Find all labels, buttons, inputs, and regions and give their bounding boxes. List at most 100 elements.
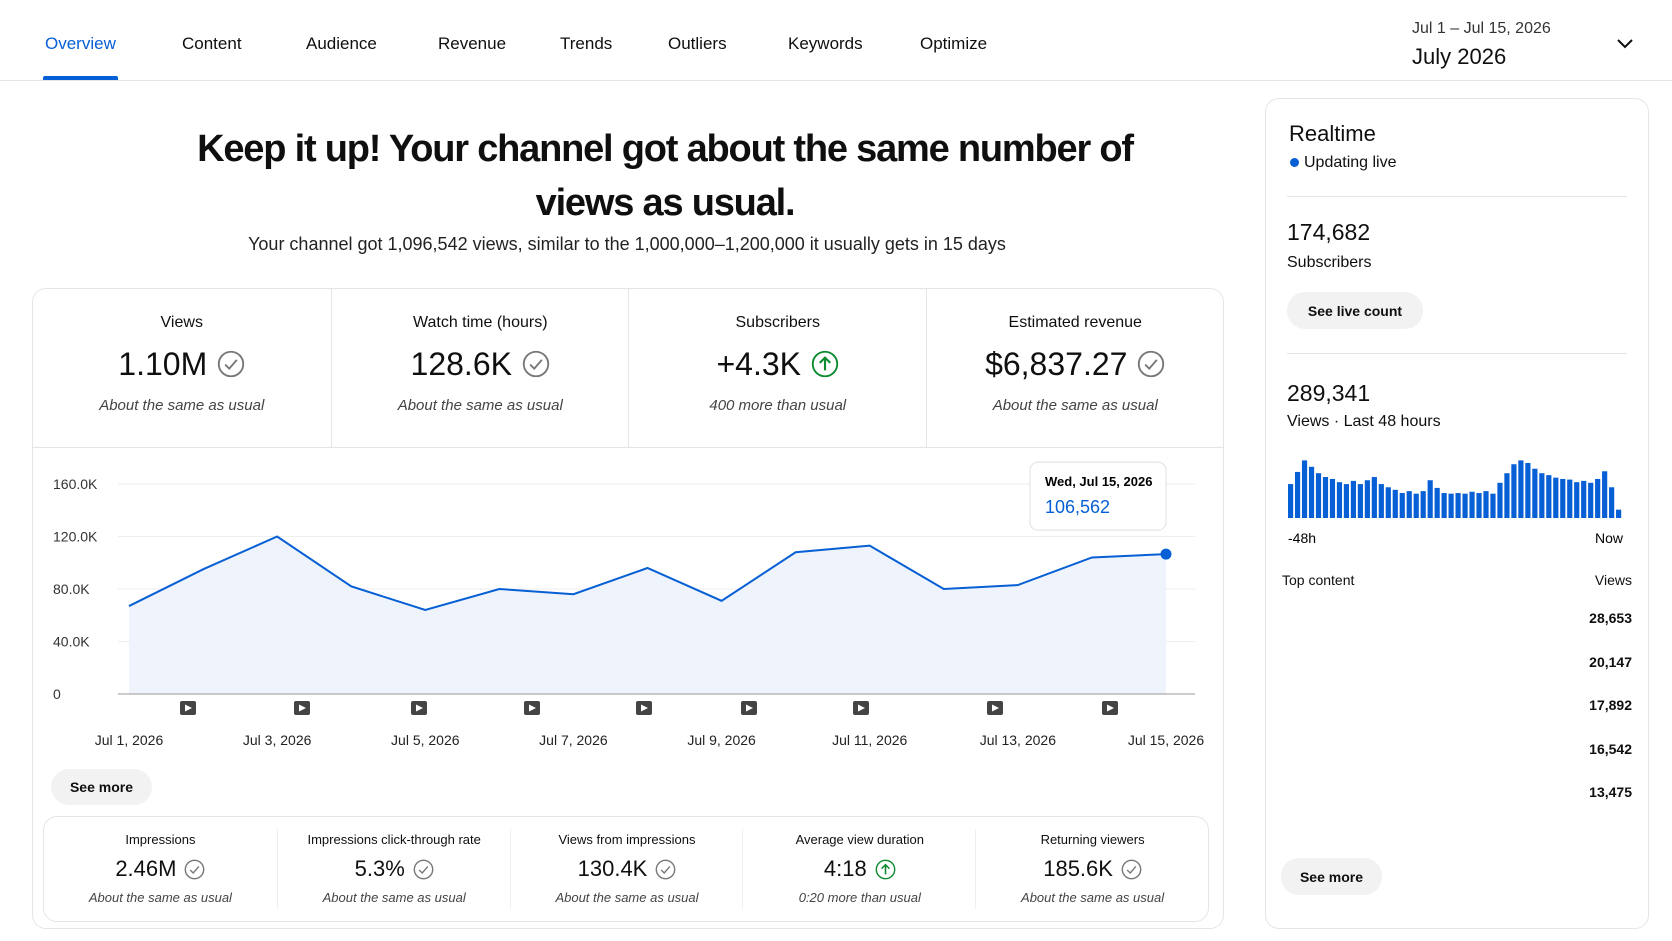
secondary-value-row: 185.6K — [976, 855, 1209, 883]
see-more-button[interactable]: See more — [51, 769, 152, 805]
metric-cell: Watch time (hours) 128.6K About the same a… — [330, 289, 630, 447]
metric-value: 1.10M — [118, 345, 208, 382]
icon-ring — [1121, 859, 1142, 879]
live-dot — [1290, 158, 1299, 167]
tab[interactable]: Overview — [45, 34, 116, 53]
icon-ring — [413, 859, 434, 879]
divider — [1287, 353, 1627, 354]
bar — [1567, 479, 1573, 518]
bar — [1455, 493, 1461, 518]
secondary-note: About the same as usual — [88, 890, 232, 905]
icon-check — [1126, 865, 1137, 874]
same-icon — [1138, 350, 1165, 378]
tab[interactable]: Content — [182, 34, 242, 53]
video-marker-play — [858, 704, 865, 712]
views-chart: 0 40.0K 80.0K 120.0K 160.0K Jul 1, 2026 Jul 3,… — [53, 461, 1204, 748]
secondary-card: Impressions 2.46M About the same as usual I… — [43, 816, 1209, 922]
live-status: Updating live — [1304, 154, 1397, 171]
bar — [1602, 471, 1608, 518]
tooltip-value: 106,562 — [1045, 497, 1110, 517]
line — [128, 535, 1167, 612]
summary: Your channel got 1,096,542 views, simila… — [248, 234, 1006, 254]
bar — [1518, 460, 1524, 518]
bar — [1357, 484, 1363, 518]
bar — [1462, 493, 1468, 518]
secondary-value: 185.6K — [1043, 856, 1113, 881]
bar — [1574, 482, 1580, 518]
tab[interactable]: Trends — [560, 34, 613, 53]
video-marker-play — [746, 704, 753, 712]
live-count-button[interactable]: See live count — [1287, 292, 1423, 329]
metric-value: 128.6K — [410, 345, 512, 382]
tab[interactable]: Audience — [306, 34, 377, 53]
tab-underline — [43, 76, 118, 80]
bar — [1434, 487, 1440, 518]
icon-ring — [218, 350, 245, 378]
y-tick-label: 80.0K — [53, 581, 90, 597]
x-tick-label: Jul 13, 2026 — [980, 732, 1056, 748]
bar — [1378, 484, 1384, 518]
metric-note: About the same as usual — [992, 397, 1158, 414]
divider — [1287, 196, 1627, 197]
bar — [1448, 493, 1454, 518]
top-content-views: 16,542 — [1589, 740, 1632, 757]
bar — [1609, 487, 1615, 518]
metric-value-row: 128.6K — [332, 344, 630, 384]
icon-ring — [522, 350, 550, 378]
bar — [1511, 464, 1517, 518]
y-tick-label: 40.0K — [53, 634, 90, 650]
secondary-value: 130.4K — [577, 856, 648, 881]
bar — [1588, 482, 1594, 518]
secondary-label: Returning viewers — [1040, 832, 1145, 847]
secondary-value: 4:18 — [823, 856, 867, 881]
video-marker-play — [416, 704, 423, 712]
trend-up-icon — [811, 350, 839, 378]
same-icon — [1121, 859, 1142, 879]
top-content-views: 20,147 — [1589, 653, 1632, 670]
bar — [1581, 480, 1587, 518]
bar — [1399, 493, 1405, 518]
secondary-value-row: 130.4K — [511, 855, 744, 883]
secondary-note: About the same as usual — [322, 890, 466, 905]
secondary-cell: Average view duration 4:18 0:20 more than … — [742, 829, 976, 909]
realtime-see-more[interactable]: See more — [1281, 858, 1382, 895]
top-content-views: 17,892 — [1589, 697, 1632, 713]
tab[interactable]: Keywords — [788, 34, 863, 53]
tab[interactable]: Optimize — [920, 34, 988, 53]
bar — [1427, 480, 1433, 518]
secondary-value: 2.46M — [115, 856, 177, 881]
bar — [1616, 509, 1622, 518]
bar — [1560, 478, 1566, 518]
bar — [1504, 473, 1510, 518]
video-marker-play — [992, 704, 999, 712]
trend-up-icon — [875, 859, 896, 879]
secondary-label: Views from impressions — [558, 832, 696, 847]
icon-check — [418, 865, 429, 874]
secondary-note: 0:20 more than usual — [798, 890, 921, 905]
bar — [1406, 491, 1412, 518]
bar — [1483, 491, 1489, 518]
metric-value-row: +4.3K — [629, 344, 927, 384]
metric-cell: Subscribers +4.3K 400 more than usual — [628, 289, 927, 447]
date-range[interactable]: Jul 1 – Jul 15, 2026 July 2026 — [1412, 20, 1652, 76]
bar — [1595, 478, 1601, 518]
y-tick-label: 120.0K — [53, 529, 98, 545]
date-range-text: Jul 1 – Jul 15, 2026 — [1412, 20, 1551, 37]
metric-note: About the same as usual — [397, 397, 563, 414]
area — [129, 536, 1166, 694]
secondary-note: About the same as usual — [555, 890, 699, 905]
bar — [1553, 477, 1559, 518]
bar — [1497, 482, 1503, 518]
secondary-cell: Returning viewers 185.6K About the same as… — [975, 829, 1209, 909]
tab[interactable]: Revenue — [438, 34, 507, 53]
tab[interactable]: Outliers — [668, 34, 727, 53]
realtime-chart: -48h Now — [1288, 460, 1624, 546]
icon-check — [529, 359, 543, 371]
secondary-value-row: 5.3% — [278, 855, 511, 883]
x-tick-label: Jul 5, 2026 — [391, 732, 460, 748]
metric-label: Subscribers — [735, 314, 820, 331]
bar — [1308, 466, 1315, 518]
secondary-label: Impressions click-through rate — [307, 832, 481, 847]
same-icon — [185, 859, 205, 879]
bar — [1336, 482, 1343, 518]
